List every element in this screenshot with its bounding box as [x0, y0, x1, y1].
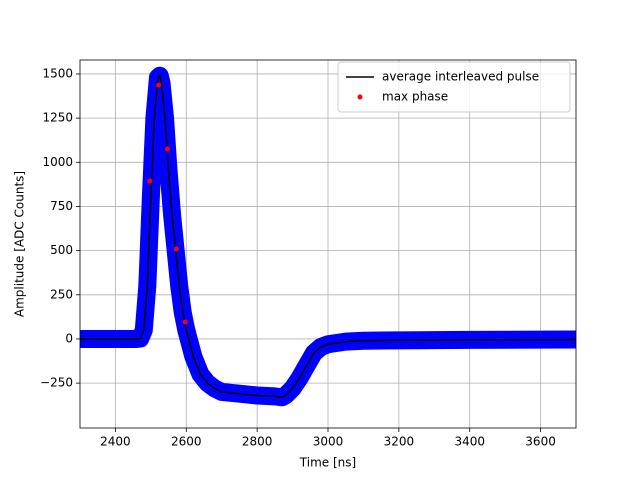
plot-frame	[79, 59, 577, 429]
x-tick-label: 2600	[171, 435, 202, 449]
point	[147, 178, 153, 184]
x-tick-label: 3400	[454, 435, 485, 449]
average-line	[80, 74, 576, 399]
x-tick-label: 3600	[525, 435, 556, 449]
point	[165, 146, 171, 152]
legend-label: max phase	[382, 90, 448, 104]
y-tick-label: 1500	[42, 66, 73, 80]
y-tick-label: 1250	[42, 111, 73, 125]
legend-box	[337, 61, 571, 113]
y-tick-label: 1000	[42, 155, 73, 169]
point	[173, 246, 179, 252]
point	[156, 82, 162, 88]
legend: average interleaved pulse max phase	[337, 61, 571, 113]
x-tick-label: 2400	[100, 435, 131, 449]
legend-marker	[357, 94, 363, 100]
plot-area	[80, 66, 576, 407]
y-tick-label: 0	[65, 331, 73, 345]
x-tick-label: 3000	[313, 435, 344, 449]
x-tick-label: 3200	[384, 435, 415, 449]
point	[182, 319, 188, 325]
y-tick-label: 750	[50, 199, 73, 213]
x-tick-label: 2800	[242, 435, 273, 449]
legend-label: average interleaved pulse	[382, 70, 539, 84]
x-axis-label: Time [ns]	[299, 456, 356, 470]
y-tick-label: 250	[50, 287, 73, 301]
y-tick-label: 500	[50, 243, 73, 257]
y-tick-label: −250	[40, 376, 73, 390]
y-axis-label: Amplitude [ADC Counts]	[13, 171, 27, 317]
